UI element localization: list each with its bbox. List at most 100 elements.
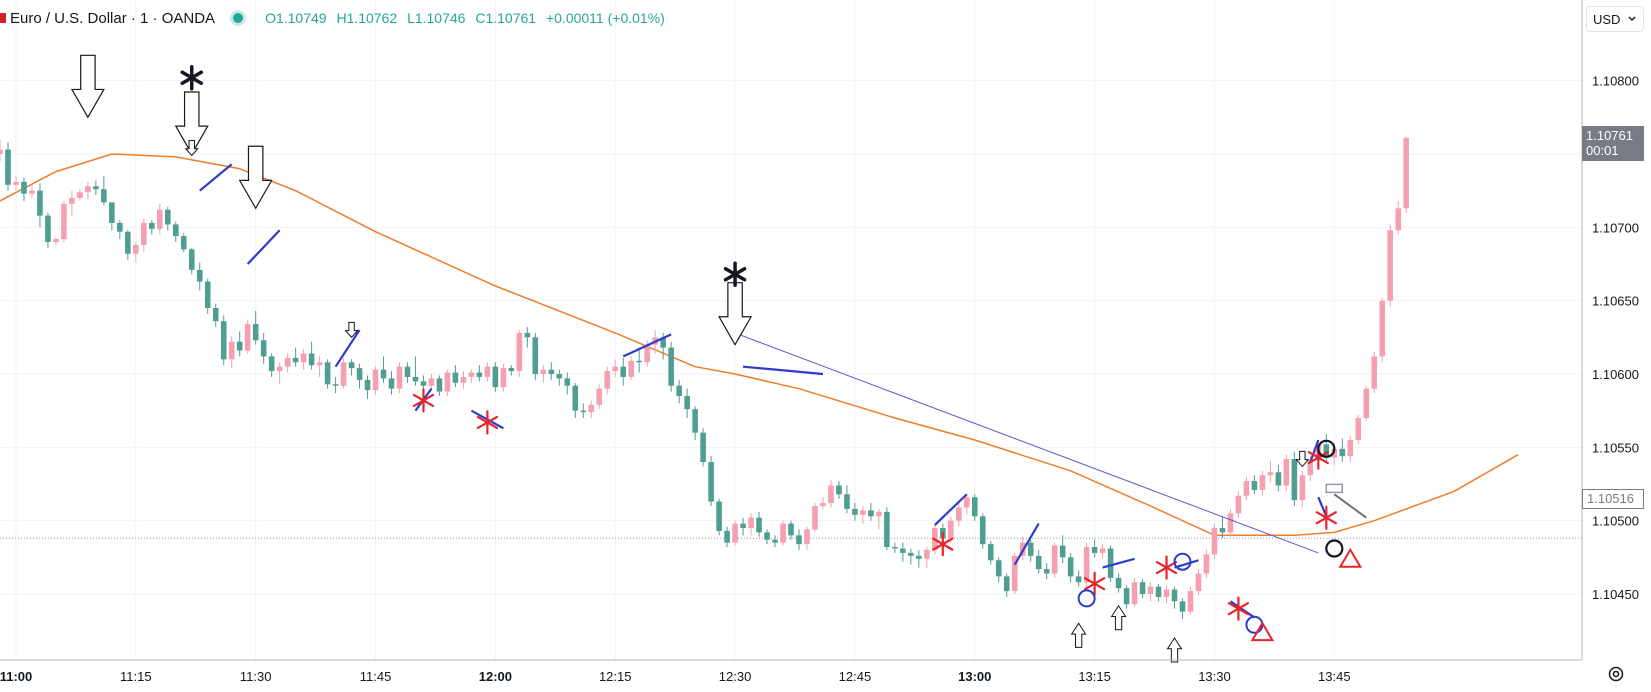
time-tick-label: 12:00	[479, 669, 512, 684]
candle-body	[1043, 569, 1050, 574]
low-value: L1.10746	[407, 10, 466, 26]
candle-body	[796, 535, 802, 545]
candle-body	[812, 506, 818, 530]
time-tick-label: 11:45	[360, 669, 392, 684]
candle-body	[125, 231, 131, 254]
candle-body	[252, 324, 259, 341]
price-axis[interactable]: 1.108001.107501.107001.106501.106001.105…	[1592, 74, 1639, 602]
candle-body	[979, 516, 986, 545]
candle-body	[804, 529, 810, 545]
candle-body	[748, 517, 754, 528]
candle-body	[524, 332, 531, 338]
candle-body	[1219, 528, 1226, 533]
asterisk-stroke	[1155, 560, 1178, 575]
time-tick-label: 13:00	[958, 669, 991, 684]
circle-marker-icon	[1325, 539, 1344, 558]
asterisk-icon	[180, 64, 204, 91]
price-tick-label: 1.10800	[1592, 74, 1639, 89]
candle-body	[844, 494, 850, 509]
candle-body	[756, 517, 762, 533]
candle-body	[1307, 460, 1314, 476]
candles	[0, 136, 1410, 619]
currency-select[interactable]: USD	[1586, 6, 1644, 32]
annotation-segment	[622, 333, 672, 358]
candle-body	[540, 369, 547, 374]
gear-icon[interactable]	[1606, 664, 1626, 684]
candle-body	[316, 362, 323, 366]
candle-body	[117, 222, 123, 232]
time-tick-label: 13:45	[1318, 669, 1351, 684]
candle-body	[5, 149, 11, 185]
last-price-value: 1.10761	[1586, 128, 1633, 143]
time-tick-label: 13:15	[1078, 669, 1111, 684]
annotation-segment	[934, 493, 968, 526]
candle-body	[1163, 589, 1170, 597]
candle-body	[852, 508, 858, 515]
triangle-marker-icon	[1250, 621, 1275, 642]
candle-body	[708, 462, 714, 502]
market-open-icon	[233, 13, 244, 23]
candle-body	[1131, 582, 1138, 605]
time-tick-label: 13:30	[1198, 669, 1231, 684]
candle-body	[764, 532, 770, 540]
candle-body	[628, 360, 634, 377]
asterisk-icon	[1227, 596, 1250, 621]
up-arrow-icon	[1166, 637, 1183, 663]
candle-body	[1331, 448, 1338, 458]
candle-body	[157, 209, 163, 229]
annotation-segment	[1229, 600, 1256, 619]
time-axis[interactable]: 11:00 11:15 11:30 11:45 12:00 12:15 12:30 12:45…	[0, 669, 1351, 684]
annotation-segment	[742, 365, 824, 376]
candle-body	[420, 381, 427, 386]
candle-body	[109, 202, 115, 223]
candle-body	[612, 366, 619, 372]
candle-body	[1139, 582, 1146, 594]
candle-body	[1027, 542, 1034, 556]
down-arrow-icon	[184, 139, 199, 157]
candle-body	[740, 523, 746, 528]
asterisk-icon	[932, 532, 954, 557]
candle-body	[388, 378, 395, 389]
candle-body	[1003, 576, 1010, 592]
asterisk-icon	[476, 410, 499, 435]
candle-body	[963, 497, 970, 508]
candle-body	[532, 337, 539, 374]
candle-body	[476, 372, 483, 377]
candle-body	[772, 539, 778, 543]
candle-body	[668, 347, 674, 386]
asterisk-icon	[1315, 505, 1337, 530]
asterisk-icon	[412, 388, 435, 413]
candle-body	[276, 366, 283, 372]
annotation-segment-gray	[1333, 493, 1367, 519]
candle-body	[1035, 555, 1042, 570]
candle-body	[292, 357, 299, 363]
candle-body	[1243, 481, 1250, 496]
candle-body	[876, 511, 882, 517]
asterisk-stroke	[1307, 451, 1329, 465]
symbol-title[interactable]: Euro / U.S. Dollar · 1 · OANDA	[10, 9, 216, 27]
candle-body	[460, 376, 467, 383]
candle-body	[1099, 548, 1106, 553]
annotation-segment	[1102, 557, 1135, 569]
candle-body	[13, 181, 19, 185]
candle-body	[372, 369, 379, 391]
candle-body	[588, 404, 595, 413]
candle-body	[548, 369, 555, 374]
candle-body	[1107, 548, 1114, 578]
candle-body	[244, 324, 251, 351]
candle-body	[484, 366, 491, 377]
high-value: H1.10762	[336, 10, 398, 26]
candle-body	[29, 190, 35, 194]
annotation-segment	[334, 329, 361, 368]
annotation-box	[1325, 483, 1344, 494]
candle-body	[69, 198, 75, 204]
candle-body	[1299, 475, 1306, 501]
asterisk-stroke	[723, 267, 747, 282]
last-price-label: 1.10761 00:01	[1582, 126, 1644, 161]
candle-body	[716, 501, 722, 531]
candle-body	[660, 337, 666, 348]
currency-value: USD	[1593, 11, 1621, 27]
candle-body	[1227, 513, 1234, 533]
candle-body	[77, 192, 83, 198]
